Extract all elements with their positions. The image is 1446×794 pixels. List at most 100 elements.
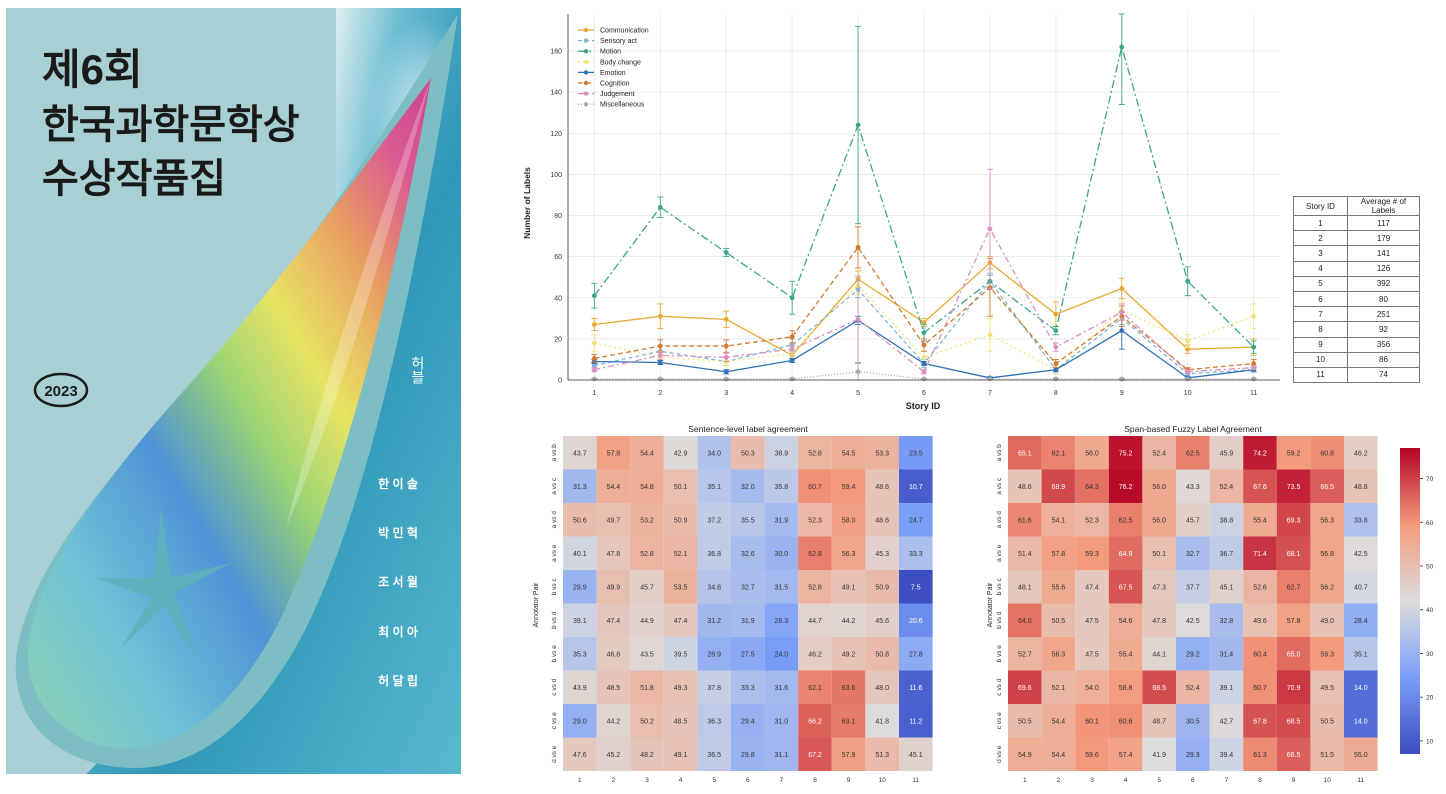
y-tick-label: 120 <box>550 131 562 138</box>
data-point <box>987 226 993 232</box>
heatmap-cell <box>663 737 698 771</box>
table-header-average-labels: Average # of Labels <box>1347 196 1420 216</box>
heatmap-cell-label: 55.4 <box>1119 651 1133 658</box>
heatmap-cell-label: 62.5 <box>1119 517 1133 524</box>
heatmap-cell-label: 49.6 <box>1253 618 1267 625</box>
heatmap-cell <box>1176 704 1210 738</box>
y-tick-label: 140 <box>550 90 562 97</box>
heatmap-cell <box>1008 570 1042 604</box>
table-cell-story-id: 1 <box>1293 214 1348 232</box>
heatmap-cell <box>1344 670 1378 704</box>
heatmap-cell-label: 42.9 <box>674 450 688 457</box>
heatmap-cell-label: 70.9 <box>1287 685 1301 692</box>
cover-author: 한 이 솔 <box>378 476 418 491</box>
heatmap-cell-label: 61.6 <box>1018 517 1032 524</box>
data-point <box>1251 376 1257 382</box>
heatmap-cell-label: 66.5 <box>1287 752 1301 759</box>
heatmap-cell <box>596 737 631 771</box>
colorbar-tick-label: 40 <box>1426 607 1434 614</box>
heatmap-cell-label: 47.8 <box>1152 618 1166 625</box>
heatmap-cell-label: 56.3 <box>1052 651 1066 658</box>
heatmap-cell <box>1176 469 1210 503</box>
heatmap-cell <box>1243 469 1277 503</box>
heatmap-cell-label: 43.9 <box>573 685 587 692</box>
table-row: 1 117 <box>1293 214 1420 232</box>
heatmap-cell-label: 57.8 <box>1287 618 1301 625</box>
heatmap-cell-label: 54.1 <box>1052 517 1066 524</box>
heatmap-cell-label: 47.8 <box>607 551 621 558</box>
colorbar-gradient <box>1400 448 1420 754</box>
cover-year: 2023 <box>44 383 77 400</box>
heatmap-cell-label: 45.9 <box>1220 450 1234 457</box>
data-point <box>591 356 597 361</box>
data-point <box>921 354 927 360</box>
heatmap-cell-label: 44.1 <box>1152 651 1166 658</box>
heatmap-cell-label: 69.3 <box>1287 517 1301 524</box>
heatmap-cell-label: 76.2 <box>1119 484 1133 491</box>
heatmap-col-label: 11 <box>912 777 919 784</box>
heatmap-cell-label: 31.9 <box>775 517 789 524</box>
heatmap-cell-label: 47.4 <box>607 618 621 625</box>
heatmap-cell-label: 52.3 <box>808 517 822 524</box>
colorbar-tick-label: 10 <box>1426 738 1434 745</box>
heatmap-cell-label: 56.0 <box>1085 450 1099 457</box>
span-fuzzy-heatmap: Span-based Fuzzy Label Agreement Annotat… <box>987 424 1378 784</box>
heatmap-cell-label: 41.9 <box>1152 752 1166 759</box>
heatmap-cell <box>1310 503 1344 537</box>
heatmap-cell <box>865 469 899 503</box>
table-row: 11 74 <box>1293 366 1420 384</box>
heatmap-cell <box>831 436 866 470</box>
heatmap-row-label: d vs e <box>551 745 558 763</box>
heatmap-cell <box>697 670 731 704</box>
x-tick-label: 6 <box>922 390 926 397</box>
heatmap-cell <box>865 436 899 470</box>
table-cell-story-id: 4 <box>1293 260 1348 277</box>
heatmap-cell-label: 14.0 <box>1354 718 1368 725</box>
heatmap-cell-label: 62.1 <box>808 685 822 692</box>
y-tick-label: 100 <box>550 172 562 179</box>
heatmap-cell <box>663 637 698 671</box>
legend-label: Body change <box>600 59 641 66</box>
table-row: 5 392 <box>1293 275 1420 292</box>
x-tick-label: 4 <box>790 390 794 397</box>
heatmap-cell <box>1008 603 1042 637</box>
heatmap-cell-label: 50.1 <box>674 484 688 491</box>
heatmap-cell <box>1344 737 1378 771</box>
table-row: 8 92 <box>1293 321 1420 338</box>
heatmap-cell <box>731 704 765 738</box>
heatmap-cell-label: 48.2 <box>640 752 654 759</box>
heatmap-cell-label: 20.6 <box>909 618 923 625</box>
table-header-story-id: Story ID <box>1293 196 1348 216</box>
heatmap-cell <box>798 436 832 470</box>
heatmap-cell-label: 29.0 <box>573 718 587 725</box>
heatmap-cell-label: 31.1 <box>775 752 789 759</box>
data-point <box>855 369 861 375</box>
data-point <box>1053 367 1059 373</box>
heatmap-cell-label: 42.7 <box>1220 718 1234 725</box>
heatmap-row-label: a vs b <box>996 444 1003 462</box>
heatmap-cell-label: 62.7 <box>1287 584 1301 591</box>
heatmap-cell-label: 55.6 <box>1052 584 1066 591</box>
heatmap-cell-label: 59.2 <box>1287 450 1301 457</box>
heatmap-cell <box>1075 704 1109 738</box>
heatmap-cell-label: 54.8 <box>640 484 654 491</box>
data-point <box>1185 369 1191 375</box>
heatmap-cell-label: 63.6 <box>842 685 856 692</box>
heatmap-cell-label: 7.5 <box>911 584 921 591</box>
heatmap-cell <box>831 469 866 503</box>
heatmap-cell <box>1310 536 1344 570</box>
x-tick-label: 5 <box>856 390 860 397</box>
heatmap-cell <box>1041 570 1076 604</box>
data-point <box>921 376 927 382</box>
heatmap-cell-label: 44.7 <box>808 618 822 625</box>
legend-label: Emotion <box>600 70 626 77</box>
heatmap-cell <box>831 570 866 604</box>
heatmap-cell-label: 54.4 <box>1052 752 1066 759</box>
heatmap-cell <box>899 469 933 503</box>
heatmap-cell-label: 58.0 <box>842 517 856 524</box>
table-cell-average-labels: 117 <box>1347 214 1420 232</box>
line-chart-series <box>591 13 1257 382</box>
heatmap-cell-label: 47.3 <box>1152 584 1166 591</box>
heatmap-cell-label: 52.4 <box>1152 450 1166 457</box>
data-point <box>723 376 729 382</box>
